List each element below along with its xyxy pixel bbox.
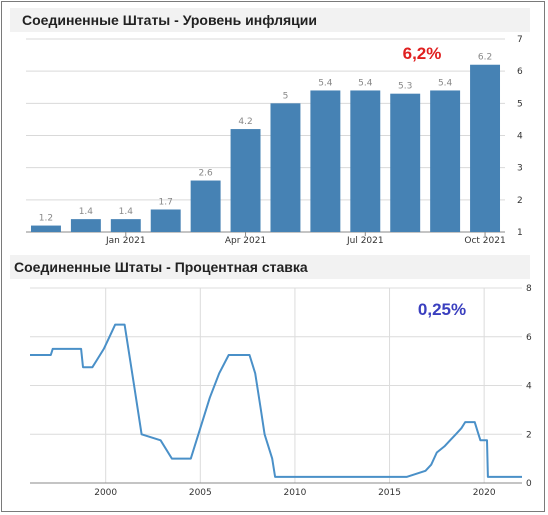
inflation-data-label: 5.4	[358, 78, 373, 88]
interest-current-value: 0,25%	[418, 300, 466, 319]
inflation-data-label: 1.4	[79, 207, 94, 217]
inflation-bar	[470, 64, 501, 232]
inflation-y-tick-label: 2	[517, 196, 523, 206]
inflation-current-value: 6,2%	[403, 44, 442, 63]
interest-y-axis: 0 2 4 6 8	[526, 284, 532, 489]
inflation-data-label: 5.4	[438, 78, 453, 88]
inflation-y-tick-label: 3	[517, 164, 523, 174]
interest-gridlines	[30, 287, 522, 484]
inflation-bar	[430, 90, 461, 232]
inflation-bar	[350, 90, 381, 232]
inflation-x-tick-label: Apr 2021	[225, 236, 266, 246]
interest-x-tick-label: 2020	[473, 488, 496, 498]
inflation-data-label: 2.6	[198, 169, 213, 179]
inflation-y-tick-label: 4	[517, 132, 523, 142]
inflation-x-tick-label: Jul 2021	[346, 236, 384, 246]
inflation-data-label: 6.2	[478, 53, 492, 63]
interest-title-bar: Соединенные Штаты - Процентная ставка	[10, 255, 530, 279]
inflation-y-axis: 1 2 3 4 5 6 7	[517, 35, 523, 238]
interest-y-tick-label: 8	[526, 284, 532, 294]
interest-x-tick-label: 2000	[94, 488, 117, 498]
inflation-bar	[30, 225, 61, 232]
inflation-data-label: 5.3	[398, 82, 412, 92]
inflation-bar	[70, 219, 101, 232]
inflation-data-label: 5	[283, 91, 289, 101]
interest-x-tick-label: 2005	[189, 488, 212, 498]
inflation-data-label: 4.2	[238, 117, 252, 127]
inflation-data-label: 5.4	[318, 78, 333, 88]
inflation-bar-chart: 1.2 1.4 1.4 1.7 2.6 4.2 5 5.4 5.4 5.3 5.4 6.2 Jan 2…	[26, 35, 523, 246]
inflation-x-tick-label: Oct 2021	[464, 236, 505, 246]
interest-x-tick-label: 2010	[283, 488, 306, 498]
inflation-bar	[270, 103, 301, 232]
inflation-chart-title: Соединенные Штаты - Уровень инфляции	[22, 12, 317, 28]
inflation-bar	[390, 93, 421, 232]
inflation-bars	[30, 64, 501, 232]
inflation-bar	[190, 180, 221, 232]
interest-y-tick-label: 0	[526, 479, 532, 489]
inflation-y-tick-label: 7	[517, 35, 523, 45]
interest-rate-line	[30, 323, 522, 478]
inflation-data-label: 1.2	[39, 214, 53, 224]
inflation-gridlines	[26, 38, 505, 233]
inflation-bar	[310, 90, 341, 232]
inflation-title-bar: Соединенные Штаты - Уровень инфляции	[10, 8, 530, 32]
inflation-bar	[230, 129, 261, 232]
interest-chart-title: Соединенные Штаты - Процентная ставка	[14, 259, 308, 275]
inflation-y-tick-label: 1	[517, 228, 523, 238]
interest-y-tick-label: 6	[526, 333, 532, 343]
inflation-data-label: 1.4	[119, 207, 134, 217]
inflation-x-tick-label: Jan 2021	[105, 236, 146, 246]
inflation-y-tick-label: 5	[517, 99, 523, 109]
inflation-bar	[150, 209, 181, 232]
interest-x-axis: 2000 2005 2010 2015 2020	[94, 488, 496, 498]
inflation-y-tick-label: 6	[517, 67, 523, 77]
inflation-data-labels: 1.2 1.4 1.4 1.7 2.6 4.2 5 5.4 5.4 5.3 5.4 6.2	[39, 53, 492, 224]
interest-line	[30, 323, 522, 478]
inflation-data-label: 1.7	[159, 197, 173, 207]
inflation-bar	[110, 219, 141, 232]
interest-x-tick-label: 2015	[378, 488, 401, 498]
interest-y-tick-label: 2	[526, 430, 532, 440]
inflation-x-axis: Jan 2021 Apr 2021 Jul 2021 Oct 2021	[105, 232, 506, 246]
interest-y-tick-label: 4	[526, 382, 532, 392]
